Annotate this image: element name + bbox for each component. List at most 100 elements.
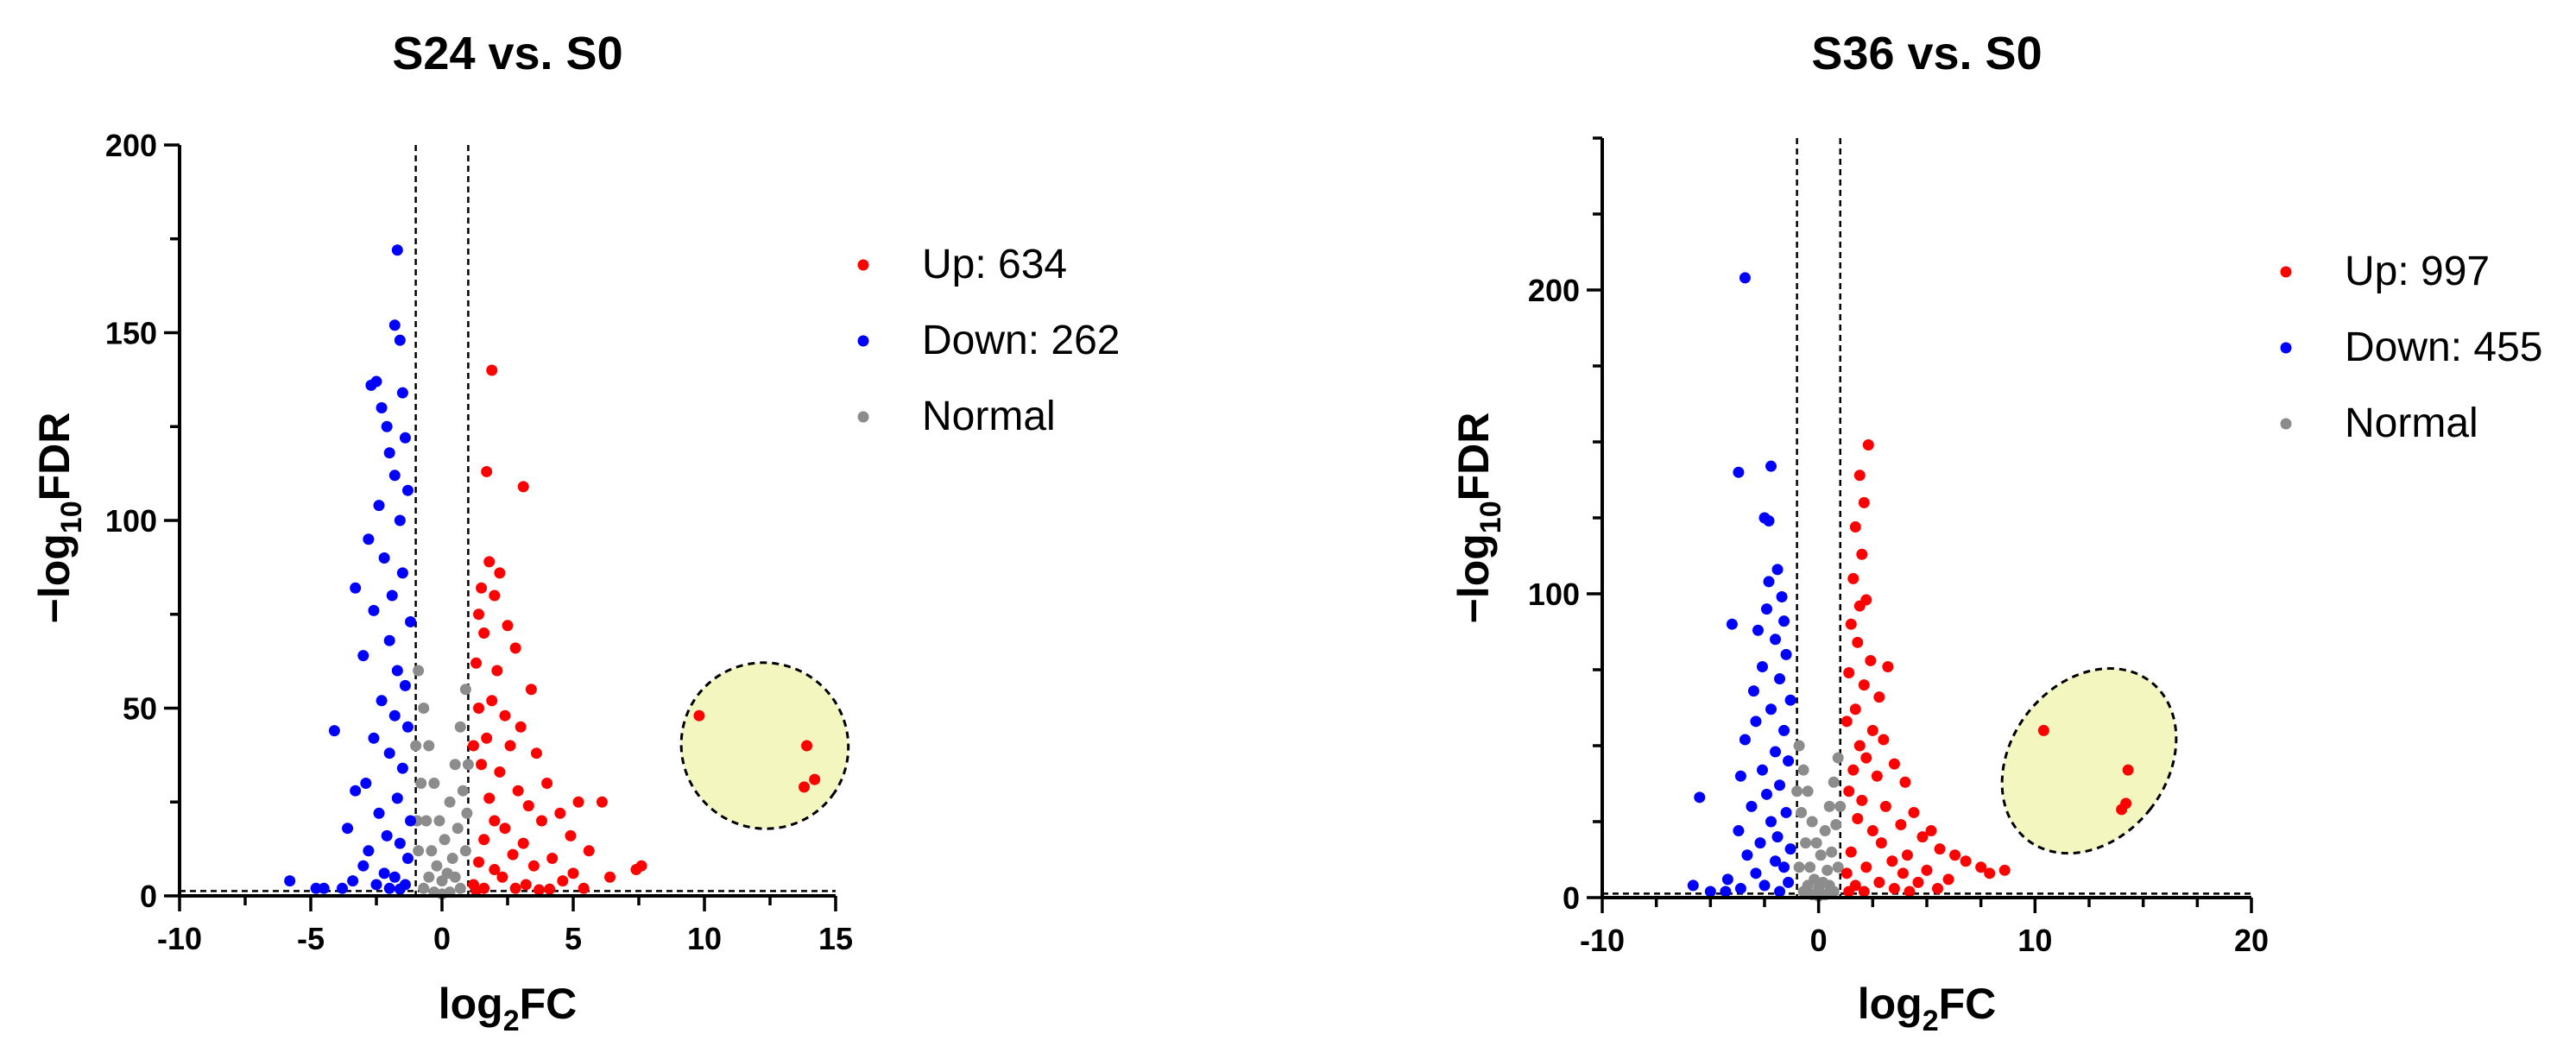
data-point-up bbox=[567, 867, 579, 879]
data-point-up bbox=[1932, 882, 1944, 894]
data-point-down bbox=[381, 420, 393, 432]
data-point-down bbox=[1783, 755, 1795, 767]
y-tick-label: 0 bbox=[1563, 880, 1580, 916]
data-point-down bbox=[1778, 615, 1790, 627]
data-point-normal bbox=[1802, 785, 1814, 797]
data-point-down bbox=[1761, 788, 1773, 800]
data-point-up bbox=[1908, 806, 1920, 818]
data-point-down bbox=[1761, 603, 1773, 615]
data-point-down bbox=[1721, 873, 1733, 886]
data-point-down bbox=[401, 484, 414, 496]
y-axis-label-sub: 10 bbox=[1474, 501, 1507, 533]
data-point-up bbox=[541, 778, 553, 789]
y-axis-label-end: FDR bbox=[30, 413, 79, 501]
legend-label: Down: 455 bbox=[2345, 325, 2542, 370]
data-point-normal bbox=[457, 785, 469, 797]
data-point-down bbox=[1780, 648, 1792, 660]
data-point-normal bbox=[1793, 861, 1805, 873]
series-normal bbox=[1791, 740, 1847, 902]
data-point-down bbox=[368, 732, 380, 744]
data-point-down bbox=[1739, 734, 1751, 746]
data-point-up bbox=[478, 834, 490, 846]
data-point-up bbox=[1942, 873, 1954, 886]
data-point-down bbox=[399, 432, 411, 444]
x-tick-label: -10 bbox=[1580, 923, 1625, 958]
data-point-up bbox=[1949, 849, 1961, 861]
data-point-up bbox=[494, 766, 506, 778]
data-point-down bbox=[373, 500, 385, 512]
data-point-down bbox=[1765, 816, 1777, 828]
data-point-down bbox=[350, 785, 362, 797]
data-point-up bbox=[604, 871, 616, 883]
data-point-down bbox=[388, 871, 401, 883]
data-point-up bbox=[522, 800, 534, 812]
y-axis-label: −log10FDR bbox=[30, 413, 88, 624]
data-point-up bbox=[520, 879, 532, 891]
data-point-down bbox=[394, 334, 406, 346]
data-point-down bbox=[336, 882, 348, 894]
data-point-down bbox=[391, 665, 403, 677]
data-point-up bbox=[1858, 886, 1870, 898]
x-axis-label: log2FC bbox=[439, 980, 578, 1037]
data-point-down bbox=[1752, 624, 1764, 636]
data-point-up bbox=[1866, 724, 1878, 736]
data-point-up bbox=[509, 882, 521, 894]
data-point-normal bbox=[1828, 776, 1840, 788]
x-axis-label-sub: 2 bbox=[1923, 1005, 1939, 1037]
data-point-up bbox=[1984, 867, 1996, 879]
data-point-down bbox=[365, 379, 377, 391]
data-point-up bbox=[1849, 521, 1861, 533]
data-point-down bbox=[347, 875, 359, 887]
data-point-up bbox=[1856, 794, 1868, 806]
legend-marker bbox=[857, 411, 869, 423]
data-point-down bbox=[1774, 779, 1786, 791]
legend-label: Up: 997 bbox=[2345, 249, 2490, 294]
data-point-normal bbox=[449, 759, 461, 771]
data-point-normal bbox=[1797, 764, 1809, 776]
data-point-up bbox=[565, 829, 577, 842]
legend-label: Normal bbox=[922, 394, 1056, 439]
legend: Up: 634 Down: 262 Normal bbox=[857, 242, 1120, 439]
data-point-down bbox=[1733, 825, 1745, 837]
data-point-up bbox=[527, 860, 540, 872]
data-point-up bbox=[467, 740, 479, 752]
data-point-normal bbox=[1804, 861, 1816, 873]
data-point-normal bbox=[420, 815, 432, 827]
data-point-down bbox=[1734, 770, 1746, 782]
data-point-up bbox=[1843, 785, 1855, 797]
data-point-up bbox=[1865, 654, 1877, 666]
data-point-normal bbox=[444, 796, 456, 808]
data-point-down bbox=[388, 319, 401, 331]
data-point-normal bbox=[454, 882, 466, 894]
data-point-up bbox=[1853, 740, 1866, 752]
data-point-down bbox=[396, 567, 408, 579]
y-tick-label: 0 bbox=[140, 879, 157, 914]
data-point-down bbox=[401, 721, 414, 733]
data-point-normal bbox=[410, 740, 422, 752]
data-point-normal bbox=[1793, 740, 1805, 752]
data-point-up bbox=[596, 796, 608, 808]
data-point-up bbox=[546, 853, 559, 864]
data-point-normal bbox=[431, 860, 443, 872]
data-point-down bbox=[394, 514, 406, 526]
data-point-up bbox=[544, 883, 556, 895]
data-point-up bbox=[1886, 855, 1898, 867]
data-point-up bbox=[1901, 849, 1913, 861]
x-tick-label: -10 bbox=[157, 921, 202, 956]
data-point-up bbox=[470, 657, 483, 669]
data-point-up bbox=[1843, 667, 1855, 679]
data-point-down bbox=[1747, 685, 1759, 697]
data-point-up bbox=[1897, 867, 1909, 879]
data-point-normal bbox=[462, 759, 474, 771]
data-point-normal bbox=[1797, 886, 1809, 898]
data-point-up bbox=[491, 665, 503, 677]
data-point-down bbox=[1778, 724, 1790, 736]
data-point-down bbox=[396, 387, 408, 399]
legend-marker bbox=[857, 335, 869, 347]
data-point-down bbox=[1783, 876, 1795, 888]
data-point-up bbox=[473, 608, 485, 621]
data-point-normal bbox=[459, 684, 471, 696]
data-point-up bbox=[473, 703, 485, 714]
data-point-up bbox=[478, 627, 490, 639]
